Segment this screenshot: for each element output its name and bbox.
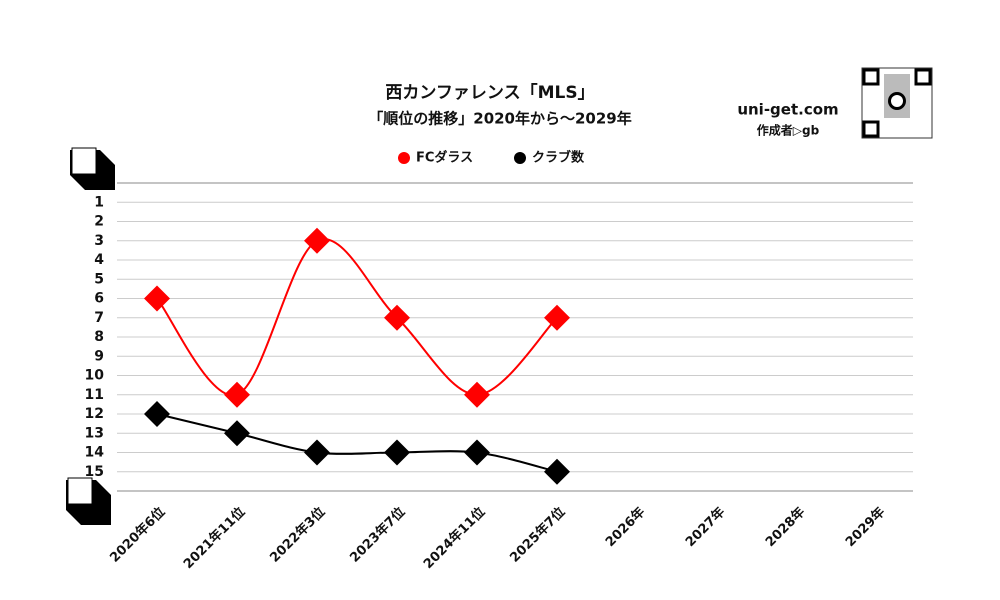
legend-marker xyxy=(514,152,526,164)
legend-marker xyxy=(398,152,410,164)
x-tick-label: 2028年 xyxy=(762,504,808,550)
qr-code xyxy=(861,67,933,139)
y-tick-label: 11 xyxy=(85,387,104,403)
y-tick-label: 4 xyxy=(94,252,104,268)
y-tick-label: 1 xyxy=(94,194,104,210)
data-marker xyxy=(224,420,250,447)
y-tick-label: 8 xyxy=(94,329,104,345)
x-tick-label: 2024年11位 xyxy=(420,504,488,572)
data-marker xyxy=(544,304,570,331)
y-tick-label: 9 xyxy=(94,348,104,364)
y-tick-label: 15 xyxy=(85,464,104,480)
series-line xyxy=(156,413,558,473)
x-tick-label: 2025年7位 xyxy=(507,504,569,566)
data-marker xyxy=(464,439,490,466)
chart-subtitle: 「順位の推移」2020年から～2029年 xyxy=(368,110,632,128)
legend-label: FCダラス xyxy=(416,150,473,166)
x-tick-label: 2026年 xyxy=(602,504,648,550)
data-marker xyxy=(144,285,170,312)
y-tick-label: 2 xyxy=(94,214,104,230)
corner-decoration xyxy=(66,147,115,525)
data-marker xyxy=(224,381,250,408)
data-marker xyxy=(384,304,410,331)
x-tick-label: 2020年6位 xyxy=(107,504,169,566)
data-marker xyxy=(144,401,170,427)
x-tick-label: 2029年 xyxy=(842,504,888,550)
x-tick-label: 2022年3位 xyxy=(267,504,329,566)
x-tick-label: 2021年11位 xyxy=(180,504,248,572)
y-tick-label: 13 xyxy=(85,425,104,441)
data-marker xyxy=(304,439,330,466)
data-marker xyxy=(544,458,570,485)
legend-label: クラブ数 xyxy=(532,150,585,166)
author: 作成者▷gb xyxy=(757,123,820,138)
data-marker xyxy=(384,439,410,466)
x-tick-label: 2023年7位 xyxy=(347,504,409,566)
y-tick-label: 3 xyxy=(94,233,104,249)
y-tick-label: 6 xyxy=(94,291,104,307)
data-marker xyxy=(464,381,490,408)
site-name: uni-get.com xyxy=(737,101,838,119)
chart-title: 西カンファレンス「MLS」 xyxy=(385,82,594,103)
y-tick-label: 7 xyxy=(94,310,104,326)
y-tick-label: 10 xyxy=(85,368,105,384)
data-marker xyxy=(304,227,330,254)
y-tick-label: 5 xyxy=(94,271,104,287)
x-tick-label: 2027年 xyxy=(682,504,728,550)
y-tick-label: 12 xyxy=(85,406,104,422)
y-tick-label: 14 xyxy=(85,445,105,461)
